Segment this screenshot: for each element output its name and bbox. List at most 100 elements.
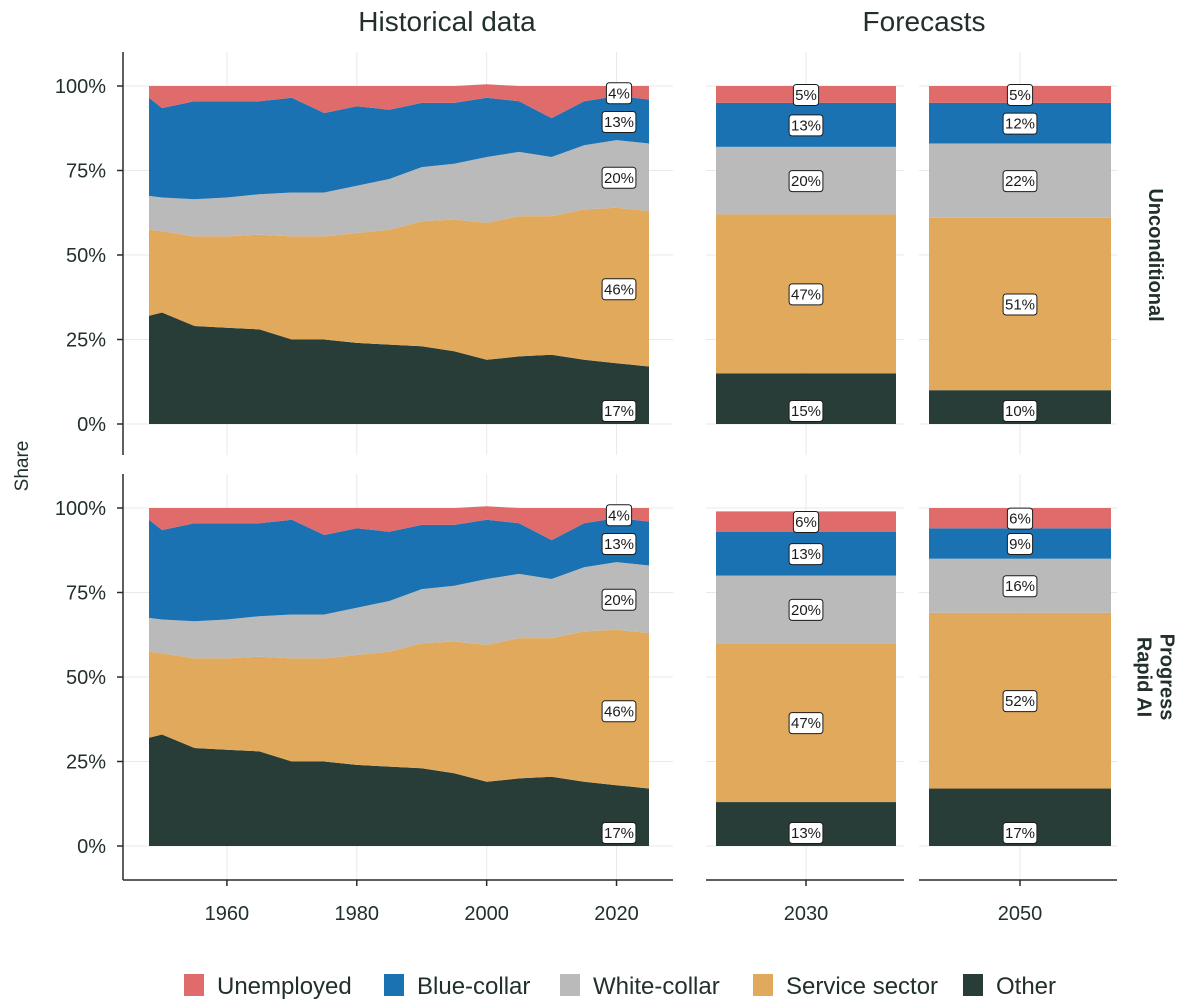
area-other — [149, 734, 649, 846]
bar-label-2030-service-sector: 47% — [788, 283, 824, 306]
hist-label-unemployed: 4% — [605, 82, 633, 105]
bar-label-2050-white-collar: 16% — [1002, 575, 1038, 598]
x-tick-label: 2050 — [998, 903, 1043, 925]
data-label-box — [601, 700, 637, 723]
data-label: 5% — [1009, 87, 1031, 104]
x-tick-label: 1960 — [205, 903, 250, 925]
y-tick-label: 25% — [66, 330, 106, 352]
hist-label-service-sector: 46% — [601, 278, 637, 301]
data-label-box — [788, 598, 824, 621]
x-tick-label: 1980 — [335, 903, 380, 925]
data-label-box — [788, 283, 824, 306]
area-white-collar — [149, 562, 649, 659]
bar-label-2050-white-collar: 22% — [1002, 170, 1038, 193]
legend-label: Service sector — [786, 973, 938, 1000]
x-axes: 1960 1980 2000 2020 2030 2050 — [123, 879, 1117, 925]
data-label-box — [1002, 399, 1038, 422]
data-label: 6% — [1009, 511, 1031, 528]
bar-label-2050-service-sector: 51% — [1002, 293, 1038, 316]
x-tick-label: 2000 — [464, 903, 509, 925]
data-label: 13% — [791, 825, 821, 842]
y-axis-label: Share — [12, 441, 33, 492]
y-tick-label: 75% — [66, 161, 106, 183]
bar-label-2050-blue-collar: 9% — [1006, 532, 1034, 555]
data-label: 17% — [1005, 825, 1035, 842]
data-label-box — [605, 504, 633, 527]
data-label: 4% — [608, 507, 630, 524]
data-label-box — [792, 83, 820, 106]
area-blue-collar — [149, 96, 649, 200]
title-historical: Historical data — [358, 6, 536, 37]
bar-label-2030-other: 13% — [788, 821, 824, 844]
data-label-box — [788, 399, 824, 422]
legend-label: Blue-collar — [417, 973, 530, 1000]
data-label: 51% — [1005, 297, 1035, 314]
data-label: 6% — [795, 514, 817, 531]
data-label: 13% — [791, 546, 821, 563]
data-label-box — [792, 511, 820, 534]
area-other — [149, 312, 649, 424]
legend-swatch — [963, 974, 983, 996]
y-tick-label: 0% — [77, 414, 106, 436]
data-label: 16% — [1005, 578, 1035, 595]
data-label-box — [788, 114, 824, 137]
data-label-box — [1006, 83, 1034, 106]
data-label: 13% — [604, 536, 634, 553]
data-label-box — [1002, 690, 1038, 713]
bar-label-2030-other: 15% — [788, 399, 824, 422]
legend-swatch — [184, 974, 204, 996]
legend-label: Unemployed — [217, 973, 352, 1000]
area-unemployed — [149, 84, 649, 119]
title-forecasts: Forecasts — [863, 6, 986, 37]
data-label: 22% — [1005, 173, 1035, 190]
bar-label-2030-unemployed: 6% — [792, 511, 820, 534]
data-label: 13% — [604, 114, 634, 131]
bar-label-2050-service-sector: 52% — [1002, 690, 1038, 713]
y-tick-label: 100% — [55, 76, 106, 98]
y-tick-label: 100% — [55, 498, 106, 520]
hist-label-blue-collar: 13% — [601, 110, 637, 133]
data-label: 4% — [608, 85, 630, 102]
y-tick-label: 50% — [66, 245, 106, 267]
data-label-box — [601, 399, 637, 422]
hist-label-other: 17% — [601, 821, 637, 844]
data-label-box — [1002, 821, 1038, 844]
hist-label-other: 17% — [601, 399, 637, 422]
data-label: 47% — [791, 286, 821, 303]
data-label: 12% — [1005, 116, 1035, 133]
legend-swatch — [384, 974, 404, 996]
data-label-box — [601, 110, 637, 133]
data-label-box — [1002, 112, 1038, 135]
data-label-box — [1006, 532, 1034, 555]
data-label: 5% — [795, 87, 817, 104]
legend-swatch — [560, 974, 580, 996]
bar-label-2030-blue-collar: 13% — [788, 543, 824, 566]
y-tick-label: 0% — [77, 836, 106, 858]
x-tick-label: 2020 — [594, 903, 639, 925]
data-label-box — [1006, 507, 1034, 530]
data-label: 46% — [604, 281, 634, 298]
data-label-box — [1002, 575, 1038, 598]
hist-label-unemployed: 4% — [605, 504, 633, 527]
legend-item-other: Other — [963, 973, 1056, 1000]
data-label-box — [788, 170, 824, 193]
data-label: 9% — [1009, 536, 1031, 553]
scenario-strip-text: Progress — [1156, 634, 1178, 721]
data-label: 13% — [791, 117, 821, 134]
legend-label: White-collar — [593, 973, 720, 1000]
legend-item-service-sector: Service sector — [753, 973, 938, 1000]
area-blue-collar — [149, 518, 649, 622]
hist-label-service-sector: 46% — [601, 700, 637, 723]
data-label: 15% — [791, 403, 821, 420]
scenario-strip-text: Rapid AI — [1133, 637, 1155, 717]
data-label: 17% — [604, 403, 634, 420]
data-label-box — [601, 278, 637, 301]
hist-label-white-collar: 20% — [601, 588, 637, 611]
data-label: 52% — [1005, 693, 1035, 710]
bar-label-2050-other: 10% — [1002, 399, 1038, 422]
data-label: 10% — [1005, 403, 1035, 420]
hist-label-blue-collar: 13% — [601, 532, 637, 555]
data-label-box — [605, 82, 633, 105]
data-label: 47% — [791, 715, 821, 732]
area-service-sector — [149, 629, 649, 789]
